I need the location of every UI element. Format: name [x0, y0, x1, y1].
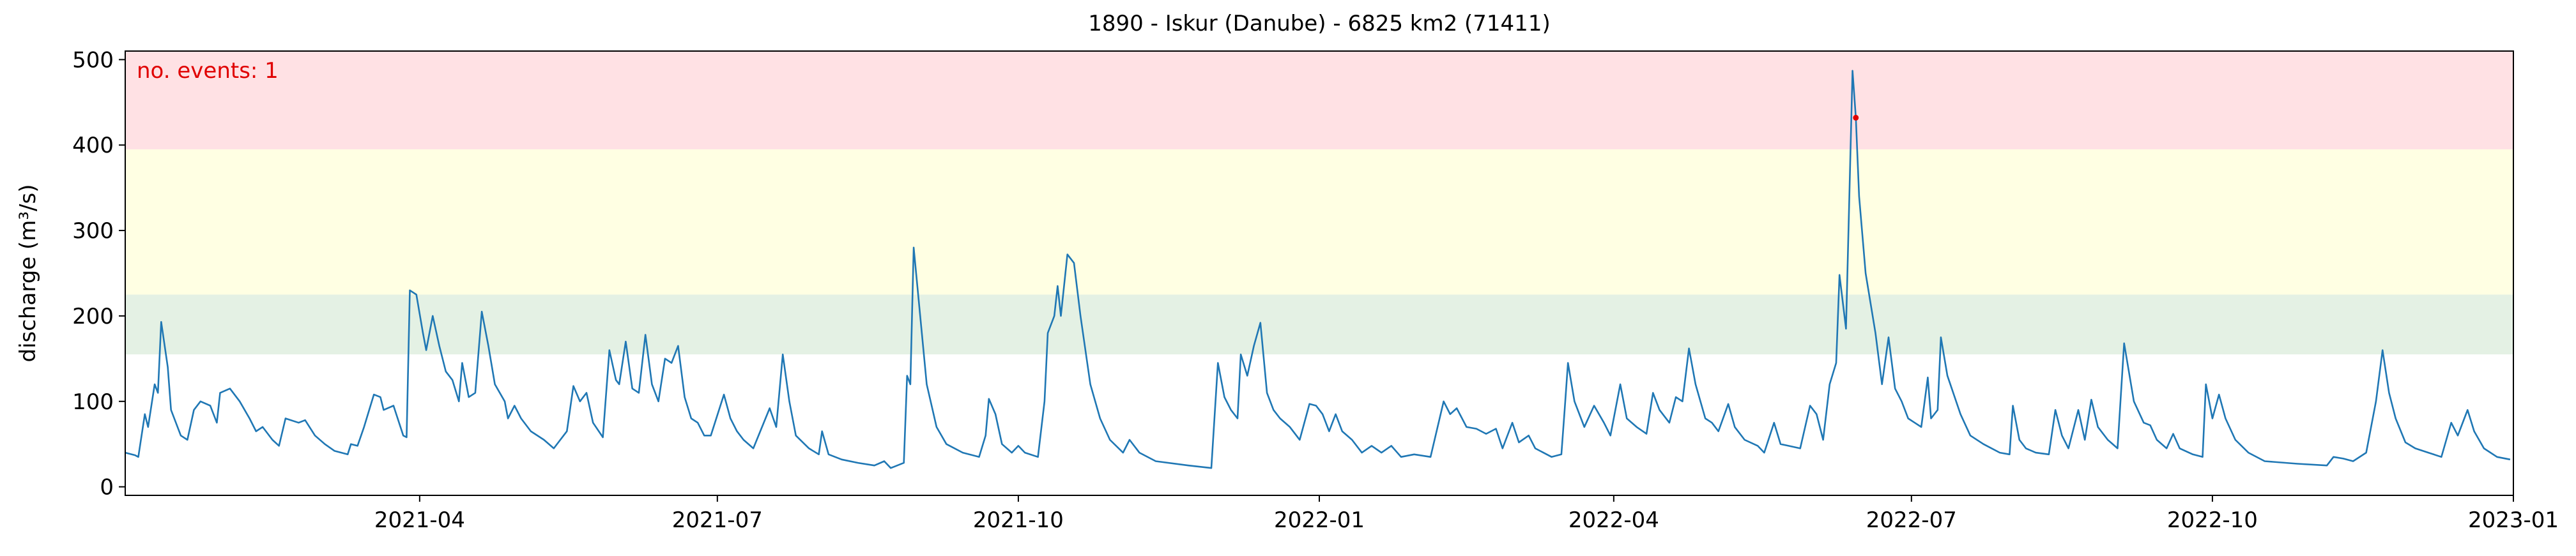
plot-frame	[125, 50, 2514, 496]
x-tick-label: 2021-07	[672, 507, 763, 533]
x-tick-label: 2021-10	[973, 507, 1064, 533]
threshold-band	[125, 51, 2513, 149]
x-tick-label: 2021-04	[374, 507, 465, 533]
y-tick-label: 100	[72, 389, 114, 415]
y-tick-label: 500	[72, 47, 114, 73]
x-tick-label: 2022-04	[1568, 507, 1659, 533]
x-tick-label: 2022-01	[1274, 507, 1365, 533]
y-tick-label: 300	[72, 218, 114, 244]
threshold-band	[125, 149, 2513, 295]
y-tick-label: 400	[72, 133, 114, 158]
x-tick-label: 2022-10	[2167, 507, 2258, 533]
y-tick-label: 200	[72, 304, 114, 329]
x-tick-label: 2022-07	[1866, 507, 1957, 533]
x-tick-label: 2023-01	[2468, 507, 2559, 533]
chart-title: 1890 - Iskur (Danube) - 6825 km2 (71411)	[1088, 11, 1550, 36]
event-point	[1853, 114, 1859, 121]
y-tick-label: 0	[100, 475, 114, 500]
discharge-line	[125, 70, 2511, 469]
threshold-band	[125, 294, 2513, 355]
y-axis-label: discharge (m³/s)	[15, 184, 41, 363]
events-annotation: no. events: 1	[137, 58, 279, 84]
